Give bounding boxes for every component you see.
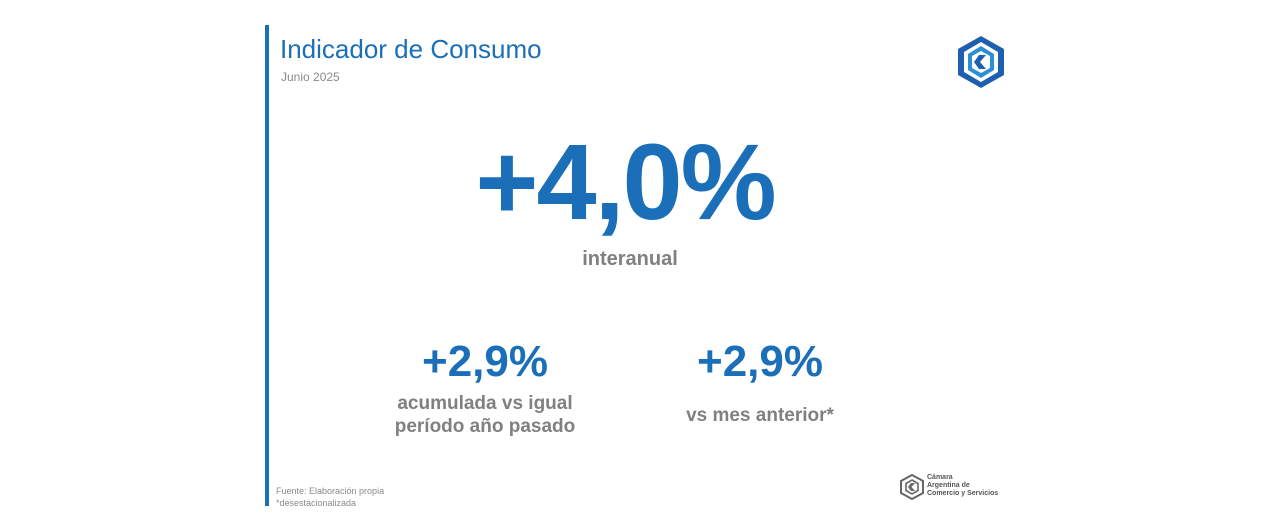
headline-value: +4,0% xyxy=(475,121,776,242)
page-title: Indicador de Consumo xyxy=(280,34,542,64)
stat-value: +2,9% xyxy=(422,337,548,386)
footnote-text: *desestacionalizada xyxy=(276,498,357,508)
stat-label-line: vs mes anterior* xyxy=(686,405,834,426)
footer-note: Fuente: Elaboración propia *desestaciona… xyxy=(276,485,384,509)
org-name-line: Cámara xyxy=(927,474,953,481)
stat-label: vs mes anterior* xyxy=(660,404,860,427)
cac-logo-small-icon xyxy=(900,474,924,500)
stat-value: +2,9% xyxy=(697,337,823,386)
stat-label-line: período año pasado xyxy=(394,416,576,437)
stat-monthly: +2,9% vs mes anterior* xyxy=(660,340,860,427)
stat-label-line: acumulada vs igual xyxy=(397,393,573,414)
stat-cumulative: +2,9% acumulada vs igual período año pas… xyxy=(380,340,590,438)
accent-bar xyxy=(265,25,269,506)
headline-label: interanual xyxy=(582,248,678,270)
org-name-line: Argentina de xyxy=(927,482,970,489)
org-name-line: Comercio y Servicios xyxy=(927,490,999,497)
organization-name: Cámara Argentina de Comercio y Servicios xyxy=(927,474,998,498)
stat-label: acumulada vs igual período año pasado xyxy=(380,392,590,438)
page-subtitle: Junio 2025 xyxy=(281,70,340,84)
source-text: Fuente: Elaboración propia xyxy=(276,486,385,496)
cac-logo-icon xyxy=(958,36,1004,88)
